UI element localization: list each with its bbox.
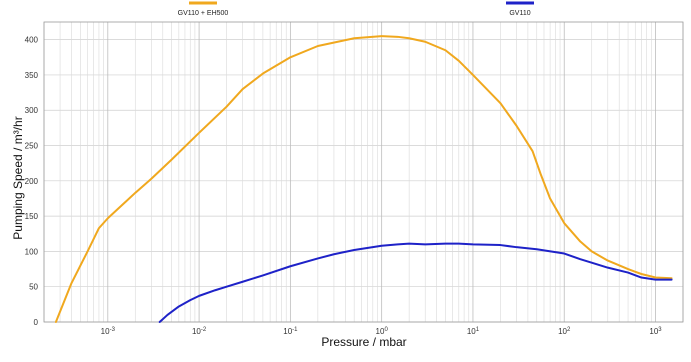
series-layer	[54, 35, 673, 323]
x-tick-label: 100	[376, 327, 389, 336]
y-tick-label: 100	[25, 247, 39, 256]
y-tick-label: 350	[25, 71, 39, 80]
y-tick-label: 300	[25, 106, 39, 115]
y-axis-ticks: 0 50 100 150 200 250 300 350 400	[25, 36, 39, 327]
plot-border	[43, 21, 684, 323]
x-tick-label: 10-2	[192, 327, 207, 336]
x-tick-label: 103	[649, 327, 662, 336]
plot-frame	[43, 21, 684, 323]
y-tick-label: 250	[25, 142, 39, 151]
legend-label-2: GV110	[509, 10, 530, 17]
legend-label-1: GV110 + EH500	[178, 10, 229, 17]
legend: GV110 + EH500 GV110	[178, 1, 534, 17]
x-tick-label: 10-3	[101, 327, 116, 336]
series-line-2	[158, 242, 673, 323]
x-axis-ticks: 10-3 10-2 10-1 100 101 102 103	[101, 327, 663, 336]
x-tick-label: 10-1	[283, 327, 298, 336]
y-tick-label: 0	[34, 318, 39, 327]
grid	[43, 22, 684, 323]
y-tick-label: 400	[25, 36, 39, 45]
y-tick-label: 150	[25, 212, 39, 221]
y-tick-label: 200	[25, 177, 39, 186]
x-tick-label: 102	[558, 327, 571, 336]
x-axis-title: Pressure / mbar	[321, 335, 406, 349]
series-line-1	[54, 35, 673, 323]
y-axis-title: Pumping Speed / m³/hr	[11, 116, 25, 239]
x-tick-label: 101	[467, 327, 480, 336]
y-tick-label: 50	[29, 283, 38, 292]
